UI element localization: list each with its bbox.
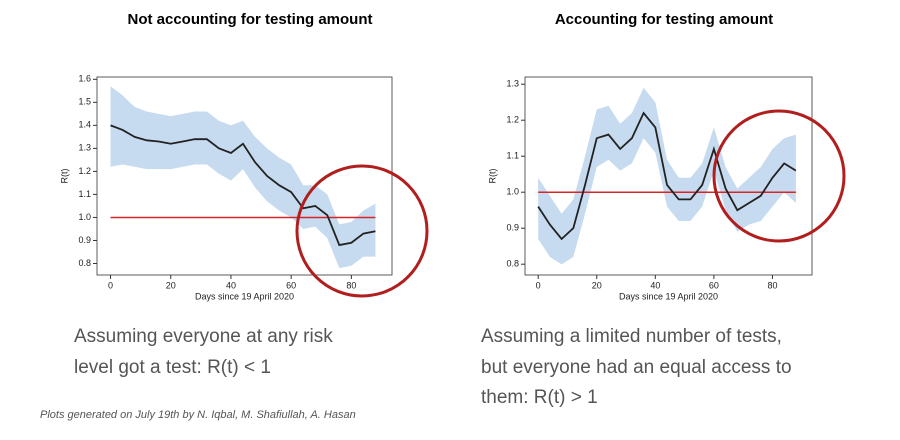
y-tick-label: 1.2 xyxy=(78,166,91,176)
rt-line xyxy=(537,111,797,241)
y-tick-label: 1.0 xyxy=(78,212,91,222)
y-tick-label: 1.1 xyxy=(78,189,91,199)
x-tick-label: 60 xyxy=(286,280,296,290)
y-tick-label: 1.2 xyxy=(506,115,519,125)
y-tick-label: 1.6 xyxy=(78,74,91,84)
highlight-circle xyxy=(295,164,429,298)
plot-frame xyxy=(96,76,393,276)
y-tick-label: 1.3 xyxy=(506,79,519,89)
y-axis-label: R(t) xyxy=(487,169,497,184)
y-tick-label: 1.0 xyxy=(506,187,519,197)
x-tick-label: 60 xyxy=(709,280,719,290)
y-tick-label: 1.5 xyxy=(78,97,91,107)
y-tick-label: 0.8 xyxy=(78,258,91,268)
caption-line: them: R(t) > 1 xyxy=(481,387,598,408)
x-tick-label: 40 xyxy=(650,280,660,290)
x-tick-label: 80 xyxy=(346,280,356,290)
caption-line: level got a test: R(t) < 1 xyxy=(74,357,271,378)
plot-frame xyxy=(524,76,813,276)
y-tick-label: 1.4 xyxy=(78,120,91,130)
chart-title: Accounting for testing amount xyxy=(555,11,773,28)
y-axis-label: R(t) xyxy=(59,169,69,184)
y-tick-label: 0.9 xyxy=(506,223,519,233)
x-tick-label: 80 xyxy=(767,280,777,290)
highlight-circle xyxy=(712,109,846,243)
y-tick-label: 1.1 xyxy=(506,151,519,161)
x-tick-label: 40 xyxy=(226,280,236,290)
caption-line: but everyone had an equal access to xyxy=(481,357,792,378)
chart-title: Not accounting for testing amount xyxy=(128,11,373,28)
x-axis-label: Days since 19 April 2020 xyxy=(195,291,294,301)
y-tick-label: 0.9 xyxy=(78,235,91,245)
caption-line: Assuming everyone at any risk xyxy=(74,326,333,347)
x-tick-label: 20 xyxy=(166,280,176,290)
y-tick-label: 1.3 xyxy=(78,143,91,153)
x-tick-label: 0 xyxy=(536,280,541,290)
confidence-band xyxy=(110,86,376,269)
rt-line xyxy=(110,124,376,247)
y-tick-label: 0.8 xyxy=(506,259,519,269)
footnote: Plots generated on July 19th by N. Iqbal… xyxy=(40,409,356,421)
x-tick-label: 0 xyxy=(108,280,113,290)
caption-line: Assuming a limited number of tests, xyxy=(481,326,782,347)
x-tick-label: 20 xyxy=(592,280,602,290)
x-axis-label: Days since 19 April 2020 xyxy=(619,291,718,301)
